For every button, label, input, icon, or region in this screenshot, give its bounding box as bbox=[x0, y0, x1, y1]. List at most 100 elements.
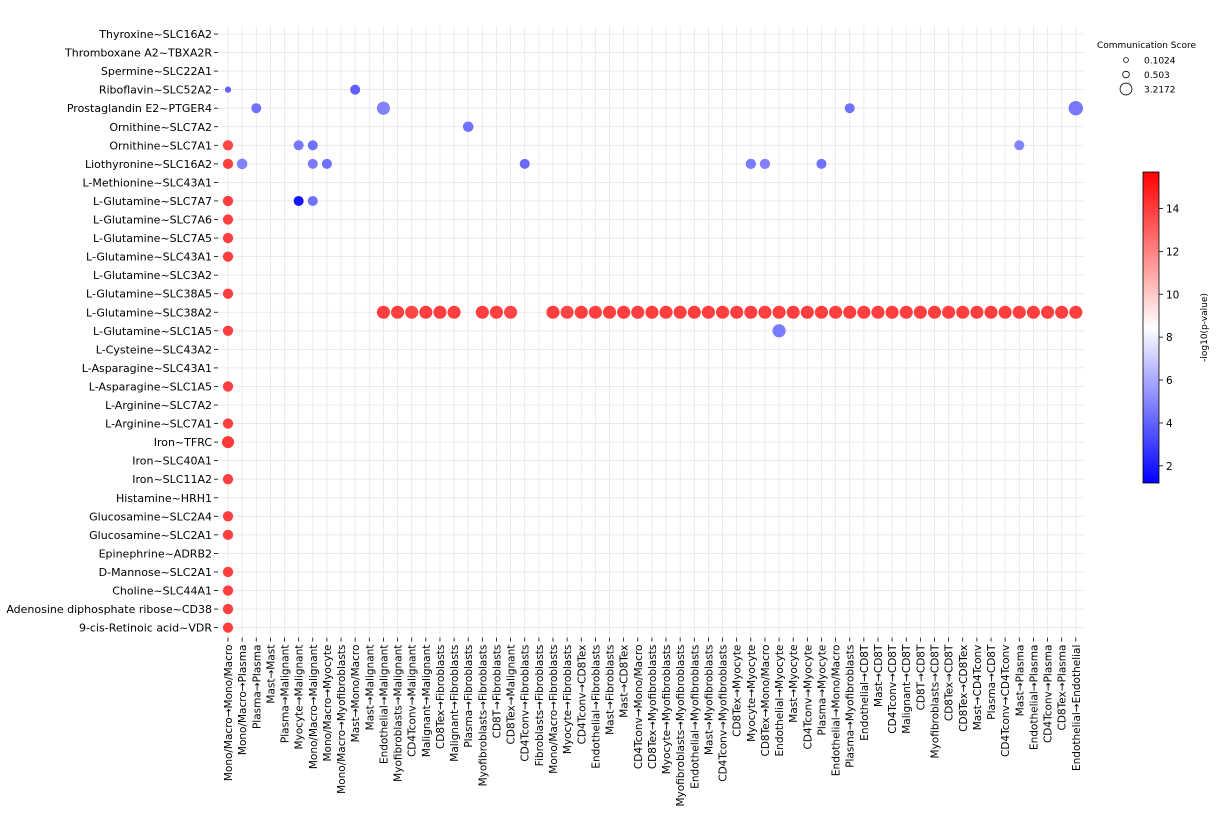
x-tick-label: Endothelial→Mono/Macro bbox=[831, 645, 843, 776]
x-tick-label: Myofibroblasts→Myofibroblasts bbox=[675, 645, 687, 807]
data-point bbox=[222, 474, 234, 485]
x-tick-label: CD4Tconv→CD4Tconv bbox=[1000, 645, 1012, 757]
data-point bbox=[843, 305, 857, 319]
colorbar-tick-label: 14 bbox=[1166, 203, 1180, 215]
x-tick-label: Fibroblasts→Fibroblasts bbox=[534, 645, 546, 767]
data-point bbox=[307, 158, 318, 169]
data-point bbox=[970, 305, 984, 319]
x-tick-label: Myofibroblasts→CD8T bbox=[930, 644, 942, 758]
data-point bbox=[772, 324, 786, 338]
data-point bbox=[1026, 305, 1040, 319]
data-point bbox=[730, 305, 744, 319]
data-point bbox=[687, 305, 701, 319]
y-tick-label: Ornithine~SLC7A2 bbox=[109, 121, 212, 134]
y-tick-label: L-Asparagine~SLC1A5 bbox=[89, 380, 212, 393]
y-tick-label: L-Glutamine~SLC7A5 bbox=[93, 232, 212, 245]
colorbar-tick-label: 10 bbox=[1166, 289, 1179, 301]
data-point bbox=[405, 305, 419, 319]
data-point bbox=[222, 232, 234, 244]
data-point bbox=[871, 305, 885, 319]
data-point bbox=[222, 195, 234, 207]
x-tick-label: CD8Tex→CD8T bbox=[944, 644, 956, 721]
colorbar-tick-label: 2 bbox=[1166, 461, 1173, 473]
data-point bbox=[293, 195, 304, 206]
y-tick-label: L-Glutamine~SLC38A2 bbox=[86, 306, 212, 319]
x-tick-label: Mast→Myocyte bbox=[788, 645, 800, 723]
x-tick-label: Mono/Macro→Malignant bbox=[308, 645, 320, 770]
data-point bbox=[293, 140, 304, 151]
y-tick-label: Iron~TFRC bbox=[154, 436, 213, 449]
data-point bbox=[857, 305, 871, 319]
data-point bbox=[307, 195, 318, 206]
x-tick-label: Endothelial→Plasma bbox=[1028, 645, 1040, 750]
data-point bbox=[602, 305, 617, 319]
colorbar-label: -log10(p-value) bbox=[1200, 293, 1210, 362]
data-point bbox=[222, 140, 234, 151]
y-tick-label: Liothyronine~SLC16A2 bbox=[85, 158, 212, 171]
data-point bbox=[222, 325, 234, 336]
y-tick-label: Glucosamine~SLC2A1 bbox=[89, 529, 212, 542]
size-legend-marker bbox=[1123, 57, 1129, 63]
data-point bbox=[560, 305, 574, 319]
x-tick-label: Malignant→CD8T bbox=[901, 644, 913, 734]
x-tick-label: CD4Tconv→Myocyte bbox=[802, 645, 814, 750]
data-point bbox=[800, 305, 814, 319]
data-point bbox=[899, 305, 913, 319]
data-point bbox=[391, 305, 405, 319]
x-tick-label: CD8Tex→CD8Tex bbox=[958, 645, 970, 732]
colorbar-gradient bbox=[1142, 171, 1160, 484]
data-point bbox=[772, 305, 786, 319]
data-point bbox=[475, 305, 489, 319]
data-point bbox=[447, 305, 461, 319]
y-tick-label: L-Glutamine~SLC38A5 bbox=[86, 288, 212, 301]
data-point bbox=[998, 305, 1012, 319]
data-point bbox=[222, 603, 234, 615]
data-point bbox=[376, 305, 390, 319]
y-tick-label: Histamine~HRH1 bbox=[116, 492, 212, 505]
data-point bbox=[588, 305, 602, 319]
y-tick-label: Adenosine diphosphate ribose~CD38 bbox=[6, 603, 212, 616]
data-point bbox=[222, 381, 234, 392]
data-point bbox=[307, 140, 318, 151]
y-tick-label: Ornithine~SLC7A1 bbox=[109, 139, 212, 152]
data-point bbox=[222, 418, 234, 429]
y-tick-label: Riboflavin~SLC52A2 bbox=[99, 84, 212, 97]
data-point bbox=[913, 305, 927, 319]
y-tick-label: Spermine~SLC22A1 bbox=[101, 65, 212, 78]
data-point bbox=[321, 158, 332, 169]
y-tick-label: Glucosamine~SLC2A4 bbox=[89, 510, 212, 523]
x-tick-label: CD8T→Fibroblasts bbox=[491, 645, 503, 739]
x-tick-label: Plasma→Myofibroblasts bbox=[845, 645, 857, 768]
x-tick-label: Myocyte→Myocyte bbox=[746, 645, 758, 742]
x-tick-label: Plasma→Fibroblasts bbox=[463, 645, 475, 748]
data-point bbox=[645, 305, 659, 319]
size-legend: Communication Score 0.1024 0.503 3.2172 bbox=[1097, 41, 1196, 96]
x-tick-label: CD8Tex→Fibroblasts bbox=[435, 645, 447, 749]
x-tick-label: CD8Tex→Myocyte bbox=[732, 645, 744, 737]
y-tick-label: Iron~SLC11A2 bbox=[132, 473, 212, 486]
data-point bbox=[759, 158, 771, 169]
data-point bbox=[462, 121, 474, 133]
x-tick-label: Mast→Plasma bbox=[1014, 645, 1026, 717]
x-tick-label: Endothelial→CD8T bbox=[859, 644, 871, 741]
data-point bbox=[222, 214, 234, 225]
x-tick-label: CD8Tex→Myofibroblasts bbox=[647, 645, 659, 770]
x-tick-label: CD4Tconv→CD8Tex bbox=[576, 645, 588, 745]
x-tick-label: CD4Tconv→Malignant bbox=[407, 645, 419, 757]
y-tick-label: Thyroxine~SLC16A2 bbox=[98, 28, 212, 41]
x-tick-label: Mono/Macro→Fibroblasts bbox=[548, 645, 560, 774]
data-point bbox=[844, 103, 855, 114]
data-point bbox=[222, 288, 234, 299]
y-tick-label: Thromboxane A2~TBXA2R bbox=[64, 47, 212, 60]
data-point bbox=[956, 305, 970, 319]
data-point bbox=[1068, 100, 1084, 116]
colorbar-tick-label: 4 bbox=[1166, 418, 1173, 430]
data-point bbox=[489, 305, 504, 319]
x-tick-label: Endothelial→Myocyte bbox=[774, 645, 786, 757]
data-point bbox=[927, 305, 942, 319]
data-point bbox=[222, 511, 234, 522]
data-point bbox=[631, 305, 645, 319]
size-legend-label: 0.1024 bbox=[1144, 57, 1176, 67]
x-tick-label: Mast→Malignant bbox=[364, 645, 376, 731]
x-tick-label: Mast→CD4Tconv bbox=[972, 645, 984, 731]
